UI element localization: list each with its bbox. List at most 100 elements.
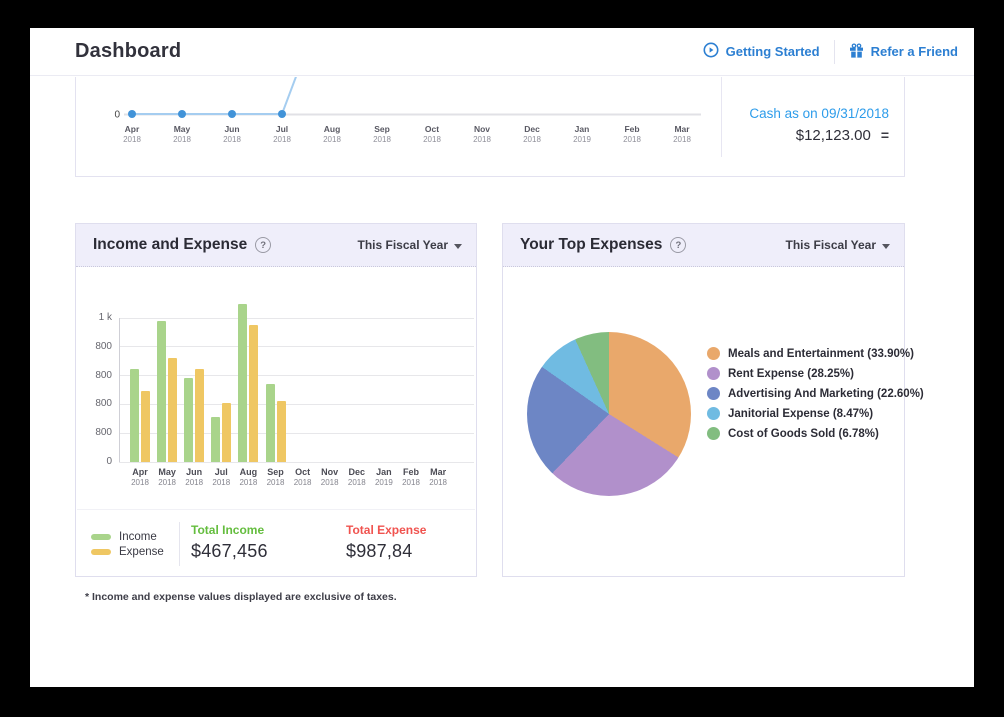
top-expenses-title: Your Top Expenses bbox=[520, 236, 663, 253]
cash-x-label-nov: Nov 2018 bbox=[473, 124, 491, 144]
refer-a-friend-link[interactable]: Refer a Friend bbox=[849, 42, 958, 61]
help-icon[interactable]: ? bbox=[255, 237, 272, 253]
pie-legend-dot-icon bbox=[707, 367, 720, 380]
cash-x-label-feb: Feb 2018 bbox=[623, 124, 641, 144]
total-income-value: $467,456 bbox=[191, 541, 268, 561]
top-expenses-card: Your Top Expenses ? This Fiscal Year Mea… bbox=[502, 223, 924, 577]
total-income-label: Total Income bbox=[191, 523, 265, 537]
topbar-actions: Getting Started Refer a Friend bbox=[703, 39, 958, 64]
cash-amount-value: $12,123.00 bbox=[795, 127, 871, 144]
bar-expense-may bbox=[168, 358, 178, 462]
income-expense-bar-chart: 1 k 800 800 800 800 0 Apr 2018 May 2018 Jun 2018 Jul… bbox=[76, 267, 476, 499]
cash-x-label-oct: Oct 2018 bbox=[423, 124, 441, 144]
pie-legend-label: Janitorial Expense (8.47%) bbox=[728, 407, 874, 420]
cash-x-label-jun: Jun 2018 bbox=[223, 124, 241, 144]
bar-legend: Income Expense bbox=[91, 529, 164, 559]
bar-expense-jul bbox=[222, 402, 232, 462]
bar-income-aug bbox=[238, 304, 248, 462]
income-expense-header: Income and Expense ? This Fiscal Year bbox=[76, 224, 476, 267]
bar-gridline bbox=[119, 432, 474, 434]
income-period-label: This Fiscal Year bbox=[357, 238, 449, 252]
pie-legend-item: Meals and Entertainment (33.90%) bbox=[707, 347, 924, 360]
cash-panel-divider bbox=[721, 77, 722, 157]
top-bar: Dashboard Getting Started bbox=[30, 28, 974, 76]
pie-legend-dot-icon bbox=[707, 347, 720, 360]
help-icon[interactable]: ? bbox=[670, 237, 687, 253]
tax-footnote: * Income and expense values displayed ar… bbox=[85, 591, 397, 603]
bar-y-label: 0 bbox=[106, 456, 112, 467]
bar-income-jun bbox=[184, 377, 194, 462]
bar-y-label: 800 bbox=[95, 340, 112, 352]
expenses-pie-chart bbox=[527, 332, 691, 496]
cash-summary-card: 0 Apr 2018 May 2018 Jun 2018 Jul 2018 Aug 2018 Sep… bbox=[75, 77, 905, 177]
bar-x-axis: Apr 2018 May 2018 Jun 2018 Jul 2018 Aug 2018 Sep 20… bbox=[76, 467, 476, 497]
cash-x-label-may: May 2018 bbox=[173, 124, 191, 144]
totals-separator bbox=[77, 509, 475, 510]
expense-legend-label: Expense bbox=[119, 545, 164, 558]
bar-x-label-apr: Apr 2018 bbox=[131, 467, 149, 487]
cash-amount: $12,123.00 = bbox=[722, 127, 889, 144]
cash-x-label-apr: Apr 2018 bbox=[123, 124, 141, 144]
bar-expense-aug bbox=[249, 325, 259, 462]
chevron-down-icon bbox=[882, 243, 890, 249]
income-period-dropdown[interactable]: This Fiscal Year bbox=[357, 238, 462, 252]
bar-x-label-aug: Aug 2018 bbox=[239, 467, 258, 487]
pie-legend-item: Janitorial Expense (8.47%) bbox=[707, 407, 924, 420]
bar-x-label-feb: Feb 2018 bbox=[402, 467, 420, 487]
cash-as-on-label: Cash as on 09/31/2018 bbox=[749, 106, 889, 121]
accounts-menu-icon[interactable]: = bbox=[880, 127, 889, 143]
bar-x-label-may: May 2018 bbox=[158, 467, 176, 487]
pie-legend-label: Advertising And Marketing (22.60%) bbox=[728, 387, 924, 400]
bar-gridline bbox=[119, 346, 474, 348]
income-expense-card: Income and Expense ? This Fiscal Year 1 … bbox=[75, 223, 477, 577]
legend-item-expense: Expense bbox=[91, 544, 164, 559]
svg-text:0: 0 bbox=[114, 110, 120, 121]
pie-legend-label: Cost of Goods Sold (6.78%) bbox=[728, 427, 879, 440]
top-expenses-header: Your Top Expenses ? This Fiscal Year bbox=[503, 224, 904, 267]
refer-a-friend-label: Refer a Friend bbox=[870, 44, 958, 59]
pie-legend-dot-icon bbox=[707, 407, 720, 420]
bar-y-label: 1 k bbox=[98, 312, 112, 323]
bar-x-label-jun: Jun 2018 bbox=[185, 467, 204, 487]
getting-started-label: Getting Started bbox=[725, 44, 820, 59]
cash-x-label-mar: Mar 2018 bbox=[673, 124, 691, 144]
pie-legend-item: Cost of Goods Sold (6.78%) bbox=[707, 427, 924, 440]
pie-legend-dot-icon bbox=[707, 387, 720, 400]
income-swatch bbox=[91, 533, 111, 540]
total-expense-block: Total Expense $987,84 bbox=[346, 523, 426, 562]
bar-x-label-nov: Nov 2018 bbox=[320, 467, 339, 487]
bar-gridline bbox=[119, 461, 474, 463]
bar-y-label: 800 bbox=[95, 427, 112, 439]
bar-x-label-oct: Oct 2018 bbox=[293, 467, 312, 487]
bar-x-label-jul: Jul 2018 bbox=[212, 467, 231, 487]
cash-panel: Cash as on 09/31/2018 $12,123.00 = bbox=[722, 77, 905, 205]
pie-legend: Meals and Entertainment (33.90%) Rent Exp… bbox=[707, 347, 924, 447]
chevron-down-icon bbox=[454, 243, 462, 249]
expenses-period-dropdown[interactable]: This Fiscal Year bbox=[785, 238, 890, 252]
pie-legend-item: Rent Expense (28.25%) bbox=[707, 367, 924, 380]
legend-item-income: Income bbox=[91, 529, 164, 544]
bar-x-label-sep: Sep 2018 bbox=[266, 467, 285, 487]
bar-income-apr bbox=[130, 369, 139, 462]
totals-divider bbox=[179, 522, 180, 566]
gift-icon bbox=[849, 42, 864, 61]
cash-x-label-dec: Dec 2018 bbox=[523, 124, 541, 144]
bar-income-sep bbox=[265, 384, 275, 462]
bar-income-jul bbox=[211, 417, 221, 462]
bar-x-label-dec: Dec 2018 bbox=[347, 467, 366, 487]
topbar-divider bbox=[833, 39, 835, 64]
expenses-period-label: This Fiscal Year bbox=[785, 238, 877, 252]
bar-expense-apr bbox=[141, 391, 150, 462]
cash-line-svg: 0 bbox=[114, 77, 701, 121]
cash-line-x-axis: Apr 2018 May 2018 Jun 2018 Jul 2018 Aug 2018 Sep 20… bbox=[76, 124, 719, 158]
total-income-block: Total Income $467,456 bbox=[191, 523, 268, 562]
income-legend-label: Income bbox=[119, 530, 157, 543]
bar-expense-sep bbox=[276, 400, 286, 462]
cash-line-chart: 0 Apr 2018 May 2018 Jun 2018 Jul 2018 Aug 2018 Sep… bbox=[76, 77, 719, 176]
getting-started-link[interactable]: Getting Started bbox=[703, 42, 820, 61]
cash-x-label-jul: Jul 2018 bbox=[273, 124, 291, 144]
bar-y-label: 800 bbox=[95, 369, 112, 381]
bar-y-axis bbox=[119, 318, 120, 462]
bar-income-may bbox=[157, 320, 167, 462]
